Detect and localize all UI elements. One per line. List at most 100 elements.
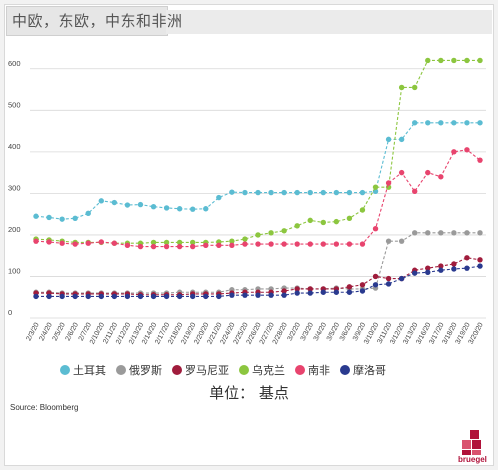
data-point (124, 242, 131, 249)
data-point (163, 239, 170, 246)
data-point (477, 57, 483, 64)
data-point (255, 189, 261, 196)
data-point (85, 210, 91, 217)
data-point (216, 293, 222, 300)
data-point (137, 293, 144, 300)
data-point (398, 136, 405, 143)
data-point (477, 157, 483, 163)
data-point (268, 189, 274, 196)
data-point (412, 120, 418, 126)
data-point (359, 189, 366, 196)
legend-marker (60, 365, 70, 375)
data-point (137, 201, 144, 208)
data-point (333, 241, 340, 247)
data-point (438, 267, 444, 273)
data-point (255, 292, 261, 298)
data-point (137, 243, 144, 250)
legend-item: 土耳其 (60, 362, 106, 378)
data-point (176, 243, 183, 250)
data-point (477, 230, 483, 236)
data-point (281, 228, 287, 234)
y-tick-label: 500 (8, 100, 21, 109)
data-point (320, 241, 326, 247)
legend-label: 摩洛哥 (353, 364, 386, 377)
data-point (150, 203, 157, 210)
data-point (111, 240, 118, 246)
data-point (425, 269, 431, 276)
data-point (451, 266, 457, 272)
bruegel-logo (462, 430, 481, 455)
y-tick-label: 0 (8, 308, 12, 317)
data-point (294, 290, 300, 296)
data-point (163, 293, 170, 300)
data-point (346, 289, 353, 295)
data-point (85, 240, 91, 246)
data-point (176, 293, 183, 300)
data-point (451, 120, 457, 126)
data-point (85, 293, 91, 300)
data-point (111, 199, 118, 206)
data-point (320, 189, 326, 196)
data-point (464, 230, 470, 236)
data-point (59, 216, 65, 222)
data-point (359, 282, 366, 288)
series-line (35, 122, 480, 220)
series-line (35, 59, 480, 244)
data-point (294, 286, 300, 292)
data-point (98, 198, 104, 204)
data-point (72, 293, 78, 300)
data-point (242, 241, 248, 247)
data-point (464, 265, 470, 271)
data-point (176, 206, 183, 212)
data-point (190, 243, 196, 250)
data-point (464, 255, 470, 261)
data-point (163, 205, 170, 211)
source-note: Source: Bloomberg (10, 403, 79, 412)
legend-item: 乌克兰 (239, 362, 285, 378)
data-point (451, 230, 457, 236)
data-point (216, 194, 222, 201)
data-point (359, 207, 366, 213)
logo-text: bruegel (458, 455, 487, 464)
data-point (203, 293, 209, 300)
data-point (46, 214, 52, 221)
data-point (385, 281, 392, 287)
data-point (242, 236, 248, 242)
data-point (294, 189, 300, 196)
data-point (425, 230, 431, 236)
y-tick-label: 200 (8, 225, 21, 234)
y-tick-label: 100 (8, 266, 21, 275)
data-point (150, 243, 157, 250)
legend-item: 俄罗斯 (116, 362, 162, 378)
y-tick-label: 600 (8, 59, 21, 68)
chart-title: 中欧，东欧，中东和非洲 (12, 12, 183, 30)
unit-label: 单位： 基点 (209, 384, 289, 402)
legend-marker (172, 365, 182, 375)
data-point (412, 270, 418, 276)
data-point (398, 238, 405, 244)
data-point (307, 290, 313, 296)
data-point (124, 202, 131, 208)
data-point (398, 275, 405, 282)
data-point (477, 257, 483, 263)
chart-legend: 土耳其 俄罗斯 罗马尼亚 乌克兰 南非 摩洛哥 (60, 362, 490, 378)
data-point (372, 184, 379, 190)
data-point (333, 189, 340, 196)
data-point (294, 241, 300, 247)
data-point (46, 239, 52, 245)
legend-marker (239, 365, 249, 375)
data-point (150, 293, 157, 300)
data-point (281, 189, 287, 196)
data-point (190, 206, 196, 212)
data-point (412, 188, 418, 195)
data-point (111, 293, 118, 300)
data-point (398, 169, 405, 176)
data-point (307, 189, 313, 196)
data-point (255, 232, 261, 238)
data-point (281, 241, 287, 247)
data-point (190, 239, 196, 246)
data-point (33, 293, 39, 300)
data-point (451, 57, 457, 64)
legend-marker (116, 365, 126, 375)
data-point (398, 84, 405, 91)
